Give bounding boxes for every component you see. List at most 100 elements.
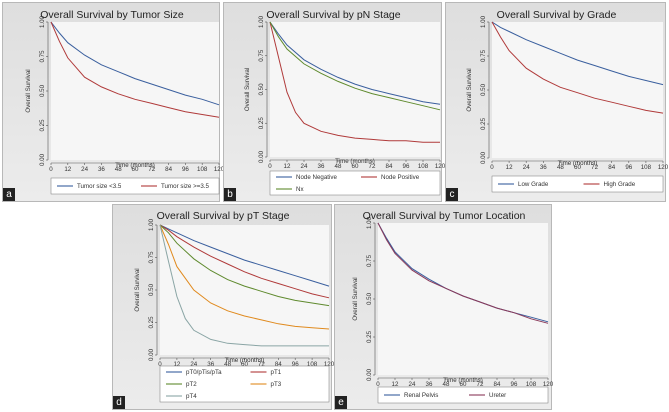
panel-label-e: e <box>335 396 347 409</box>
x-tick-label: 36 <box>540 164 547 171</box>
x-tick-label: 24 <box>409 381 416 388</box>
legend-label: Tumor size >=3.5 <box>161 183 209 190</box>
x-tick-label: 0 <box>268 163 272 170</box>
y-tick-label: 0.00 <box>366 368 373 381</box>
x-tick-label: 0 <box>158 361 162 368</box>
x-tick-label: 48 <box>557 164 564 171</box>
x-tick-label: 72 <box>477 381 484 388</box>
x-tick-label: 36 <box>426 381 433 388</box>
chart-title: Overall Survival by Tumor Size <box>40 9 184 21</box>
y-tick-label: 0.25 <box>480 117 487 130</box>
x-tick-label: 72 <box>148 166 155 173</box>
series-line-3 <box>159 224 330 307</box>
x-tick-label: 108 <box>418 163 429 170</box>
y-tick-label: 1.00 <box>480 15 487 28</box>
x-tick-label: 60 <box>460 381 467 388</box>
legend <box>50 177 220 195</box>
y-tick-label: 0.00 <box>258 150 265 163</box>
panel-label-c: c <box>446 188 458 201</box>
chart-title: Overall Survival by pT Stage <box>157 210 290 222</box>
x-tick-label: 12 <box>392 381 399 388</box>
y-tick-label: 0.50 <box>480 83 487 96</box>
chart-e: Overall Survival by Tumor Location 0.00 0.… <box>352 210 554 404</box>
legend <box>377 386 549 404</box>
legend-label: Tumor size <3.5 <box>77 183 122 190</box>
panel-label-b: b <box>224 188 236 201</box>
panel-c: Overall Survival by Grade 0.00 0.25 0.50 0.7… <box>445 2 669 202</box>
x-tick-label: 120 <box>324 361 335 368</box>
x-tick-label: 60 <box>352 163 359 170</box>
x-tick-label: 24 <box>523 164 530 171</box>
x-tick-label: 12 <box>173 361 180 368</box>
x-tick-label: 96 <box>511 381 518 388</box>
x-tick-label: 72 <box>258 361 265 368</box>
x-tick-label: 120 <box>543 381 554 388</box>
x-axis-label: Time (months) <box>443 377 483 384</box>
legend-label: pT2 <box>186 381 197 388</box>
legend-label: pT3 <box>271 381 282 388</box>
y-tick-label: 0.75 <box>258 49 265 62</box>
plot-area <box>160 225 329 355</box>
plot-area <box>270 22 440 157</box>
y-tick-label: 0.00 <box>480 151 487 164</box>
plot-area <box>492 22 663 158</box>
x-tick-label: 108 <box>307 361 318 368</box>
x-tick-label: 84 <box>494 381 501 388</box>
y-tick-label: 0.50 <box>366 292 373 305</box>
x-axis-label: Time (months) <box>558 160 598 167</box>
x-tick-label: 84 <box>165 166 172 173</box>
x-tick-label: 24 <box>81 166 88 173</box>
series-line-2 <box>50 21 220 118</box>
x-tick-label: 96 <box>292 361 299 368</box>
legend-label: pT0/pTis/pTa <box>186 369 222 376</box>
y-tick-label: 0.00 <box>39 153 46 166</box>
x-tick-label: 24 <box>301 163 308 170</box>
panel-b: Overall Survival by pN Stage 0.00 0.25 0.50… <box>223 2 446 202</box>
x-tick-label: 60 <box>132 166 139 173</box>
legend-label: pT4 <box>186 393 197 400</box>
legend-label: Node Negative <box>296 174 337 181</box>
legend-label: Ureter <box>489 392 506 399</box>
legend-label: Node Positive <box>381 174 420 181</box>
series-line-1 <box>491 21 664 86</box>
legend <box>159 365 330 403</box>
x-tick-label: 96 <box>625 164 632 171</box>
legend-label: Low Grade <box>518 181 549 188</box>
x-tick-label: 96 <box>403 163 410 170</box>
y-tick-label: 0.25 <box>39 119 46 132</box>
chart-title: Overall Survival by Grade <box>497 9 617 21</box>
legend <box>491 175 664 193</box>
legend-label: Nx <box>296 186 304 193</box>
x-tick-label: 84 <box>608 164 615 171</box>
y-tick-label: 0.00 <box>148 348 155 361</box>
panel-label-a: a <box>3 188 15 201</box>
x-axis-label: Time (months) <box>335 158 375 165</box>
series-line-2 <box>377 222 549 324</box>
y-tick-label: 0.75 <box>366 254 373 267</box>
y-axis-label: Overall Survival <box>25 69 32 112</box>
legend <box>269 170 441 196</box>
y-tick-label: 1.00 <box>39 15 46 28</box>
x-axis-label: Time (months) <box>115 162 155 169</box>
x-tick-label: 108 <box>526 381 537 388</box>
chart-a: Overall Survival by Tumor Size 0.00 0.25 0.… <box>25 9 225 195</box>
x-tick-label: 108 <box>641 164 652 171</box>
x-tick-label: 72 <box>591 164 598 171</box>
series-line-2 <box>269 21 440 143</box>
y-axis-label: Overall Survival <box>134 268 141 311</box>
panel-d: Overall Survival by pT Stage 0.00 0.25 0.50… <box>112 204 335 410</box>
y-tick-label: 0.50 <box>148 283 155 296</box>
x-tick-label: 0 <box>376 381 380 388</box>
plot-area <box>378 223 548 375</box>
legend-label: High Grade <box>604 181 636 188</box>
x-tick-label: 0 <box>490 164 494 171</box>
x-tick-label: 12 <box>284 163 291 170</box>
y-tick-label: 0.50 <box>258 83 265 96</box>
x-tick-label: 36 <box>318 163 325 170</box>
series-line-5 <box>159 224 329 347</box>
y-tick-label: 0.25 <box>258 117 265 130</box>
x-tick-label: 36 <box>207 361 214 368</box>
plot-area <box>51 22 219 160</box>
y-tick-label: 0.75 <box>148 251 155 264</box>
series-line-2 <box>491 21 664 114</box>
